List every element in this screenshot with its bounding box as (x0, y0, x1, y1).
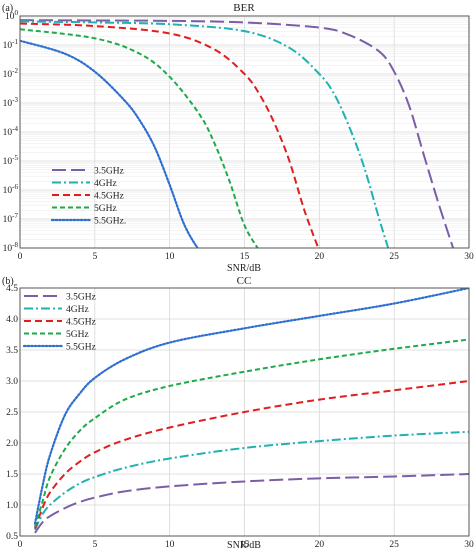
x-tick-label: 5 (92, 540, 97, 550)
panel-a-series (20, 19, 455, 248)
series-line-55ghz (20, 39, 199, 248)
y-tick-label: 3.0 (6, 377, 18, 387)
panel-b-series (33, 288, 469, 534)
x-tick-label: 5 (92, 252, 97, 262)
x-tick-label: 25 (389, 540, 399, 550)
panel-a-ber-chart: 0 5 10 15 20 25 3010010-110-210-310-410-510-61… (2, 2, 474, 274)
x-tick-label: 20 (315, 252, 325, 262)
series-line-55ghz (33, 288, 469, 525)
x-tick-label: 0 (18, 252, 23, 262)
y-tick-label: 4.5 (6, 284, 18, 294)
y-tick-label: 2.0 (6, 439, 18, 449)
panel-b-x-axis-label: SNR/dB (227, 540, 261, 550)
x-tick-label: 30 (464, 252, 474, 262)
y-tick-label: 10-5 (3, 154, 19, 167)
panel-b-label: (b) (2, 276, 14, 287)
panel-b-title: CC (237, 275, 252, 287)
y-tick-label: 0.5 (6, 532, 18, 542)
series-line-35ghz (20, 19, 455, 248)
panel-a-x-axis-label: SNR/dB (227, 263, 261, 274)
x-tick-label: 15 (240, 540, 250, 550)
legend-label: 4.5GHz (66, 318, 96, 328)
x-tick-label: 20 (315, 540, 325, 550)
legend-label: 5GHz (66, 330, 89, 340)
legend-label: 4GHz (94, 179, 117, 189)
y-tick-label: 10-6 (3, 183, 19, 196)
series-line-4ghz (34, 430, 469, 531)
y-tick-label: 10-2 (3, 67, 19, 80)
x-tick-label: 10 (165, 540, 175, 550)
legend-label: 3.5GHz (66, 293, 96, 303)
x-tick-label: 10 (165, 252, 175, 262)
x-tick-label: 25 (389, 252, 399, 262)
y-tick-label: 1.0 (6, 501, 18, 511)
series-line-45ghz (20, 22, 320, 248)
legend-label: 5GHz (94, 204, 117, 214)
panel-b-legend: 3.5GHz 4GHz 4.5GHz 5GHz 5.5GHz (22, 293, 96, 353)
panel-b-cc-chart: 0 5 10 15 20 25 300.51.01.52.02.53.03.54.04.5 … (2, 275, 474, 550)
series-line-45ghz (34, 380, 469, 529)
panel-a-label: (a) (2, 3, 13, 14)
series-line-4ghz (20, 20, 390, 248)
y-tick-label: 1.5 (6, 470, 18, 480)
y-tick-label: 10-1 (3, 38, 19, 51)
y-tick-label: 10-8 (3, 241, 19, 254)
x-tick-label: 15 (240, 252, 250, 262)
panel-b-plot-border (19, 287, 470, 537)
y-tick-label: 4.0 (6, 315, 18, 325)
y-tick-label: 10-4 (3, 125, 19, 138)
series-line-35ghz (34, 473, 469, 534)
panel-b-tick-labels: 0 5 10 15 20 25 30 0.5 1.0 1.5 2.0 2.5 3.0 3.5 4.0 4.5 (6, 284, 474, 550)
legend-label: 5.5GHz. (94, 217, 126, 227)
y-tick-label: 3.5 (6, 346, 18, 356)
legend-label: 5.5GHz (66, 343, 96, 353)
x-tick-label: 0 (18, 540, 23, 550)
y-tick-label: 10-7 (3, 212, 19, 225)
legend-label: 4.5GHz (94, 192, 124, 202)
panel-a-legend: 3.5GHz 4GHz 4.5GHz 5GHz 5.5GHz. (50, 167, 126, 227)
panel-a-title: BER (233, 2, 255, 14)
series-line-5ghz (20, 28, 259, 248)
y-tick-label: 2.5 (6, 408, 18, 418)
y-tick-label: 10-3 (3, 96, 19, 109)
legend-label: 4GHz (66, 305, 89, 315)
series-line-5ghz (34, 338, 469, 527)
legend-label: 3.5GHz (94, 167, 124, 177)
x-tick-label: 30 (464, 540, 474, 550)
panel-a-plot-border (19, 15, 470, 249)
